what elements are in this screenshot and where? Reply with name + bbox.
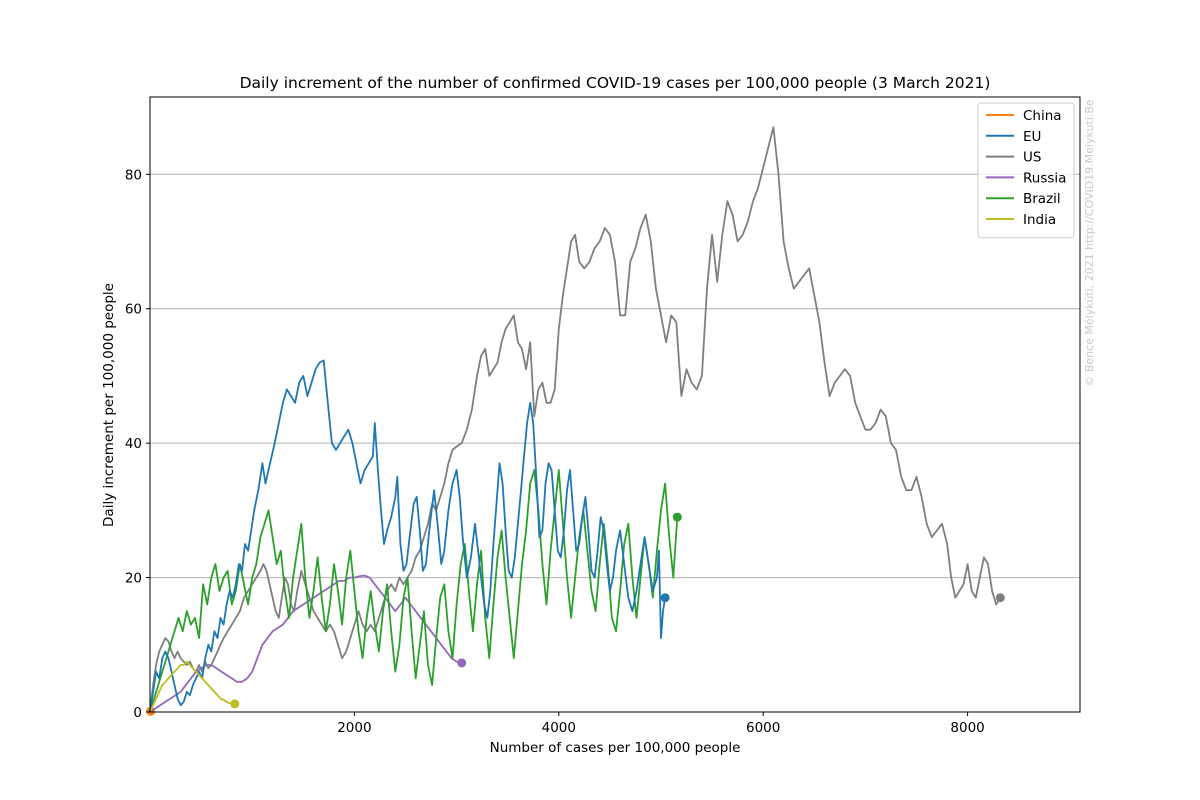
legend-label-india: India: [1023, 212, 1056, 228]
series-end-marker-russia: [457, 658, 467, 668]
legend: China EU US Russia Brazil India: [977, 102, 1075, 239]
x-tick-label: 4000: [542, 720, 576, 736]
series-line-us: [149, 126, 1002, 713]
watermark-text: © Bence Mélykúti, 2021 http://COVID19.Me…: [1083, 99, 1096, 387]
series-line-eu: [149, 359, 666, 713]
y-tick-label: 0: [133, 705, 142, 721]
x-axis-ticks: 2000 4000 6000 8000: [337, 712, 985, 736]
legend-label-us: US: [1023, 150, 1041, 166]
series-end-marker-eu: [660, 593, 670, 603]
x-tick-label: 2000: [337, 720, 371, 736]
legend-label-china: China: [1023, 108, 1062, 124]
y-tick-label: 40: [125, 436, 142, 452]
x-axis-label: Number of cases per 100,000 people: [490, 740, 741, 756]
y-axis-ticks: 0 20 40 60 80: [125, 167, 150, 721]
legend-label-russia: Russia: [1023, 170, 1066, 186]
x-tick-label: 8000: [950, 720, 984, 736]
y-tick-label: 80: [125, 167, 142, 183]
legend-label-brazil: Brazil: [1023, 191, 1061, 207]
series-lines: [146, 126, 1005, 716]
x-tick-label: 6000: [746, 720, 780, 736]
series-end-marker-brazil: [672, 512, 682, 522]
series-end-marker-us: [995, 593, 1005, 603]
y-tick-label: 60: [125, 302, 142, 318]
y-axis-label: Daily increment per 100,000 people: [101, 283, 117, 527]
legend-label-eu: EU: [1023, 129, 1041, 145]
series-end-marker-india: [230, 699, 240, 709]
y-tick-label: 20: [125, 571, 142, 587]
series-line-india: [149, 660, 236, 713]
chart-title: Daily increment of the number of confirm…: [240, 74, 991, 92]
series-line-brazil: [149, 469, 679, 713]
plot-frame: [149, 96, 1081, 713]
